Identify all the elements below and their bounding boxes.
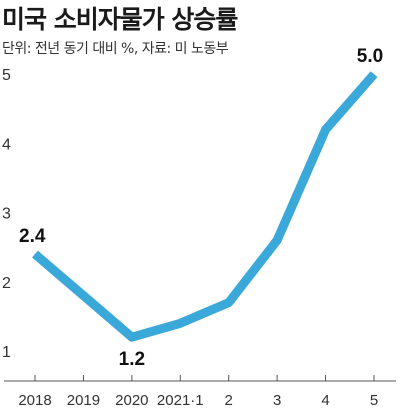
y-tick-label: 3 <box>2 206 11 223</box>
data-point <box>373 73 375 75</box>
x-axis-ticks <box>34 375 375 381</box>
x-tick-label: 2020 <box>115 392 148 409</box>
x-tick-label: 5 <box>370 392 378 409</box>
x-tick-label: 2021·1 <box>157 392 204 409</box>
data-point <box>325 129 327 131</box>
y-tick-label: 4 <box>2 136 11 153</box>
x-axis-labels: 2018 2019 2020 2021·1 2 3 4 5 <box>18 392 378 409</box>
data-point <box>276 239 278 241</box>
data-point <box>228 302 230 304</box>
y-tick-label: 1 <box>2 344 11 361</box>
data-point <box>34 253 36 255</box>
data-labels: 2.4 1.2 5.0 <box>19 46 383 370</box>
series-line <box>32 71 378 342</box>
x-tick-label: 2018 <box>18 392 51 409</box>
x-tick-label: 2 <box>225 392 233 409</box>
data-point <box>131 336 133 338</box>
y-tick-label: 5 <box>2 67 11 84</box>
y-tick-label: 2 <box>2 275 11 292</box>
x-tick-label: 2019 <box>67 392 100 409</box>
x-tick-label: 4 <box>321 392 329 409</box>
x-tick-label: 3 <box>273 392 281 409</box>
data-point <box>82 295 84 297</box>
data-label: 5.0 <box>357 46 383 67</box>
data-label: 2.4 <box>19 226 46 247</box>
chart-subtitle: 단위: 전년 동기 대비 %, 자료: 미 노동부 <box>2 41 229 57</box>
chart-title: 미국 소비자물가 상승률 <box>2 5 238 34</box>
series-line-group <box>32 71 378 342</box>
y-axis-ticks: 1 2 3 4 5 <box>2 67 11 361</box>
data-label: 1.2 <box>119 349 145 370</box>
data-point <box>179 322 181 324</box>
